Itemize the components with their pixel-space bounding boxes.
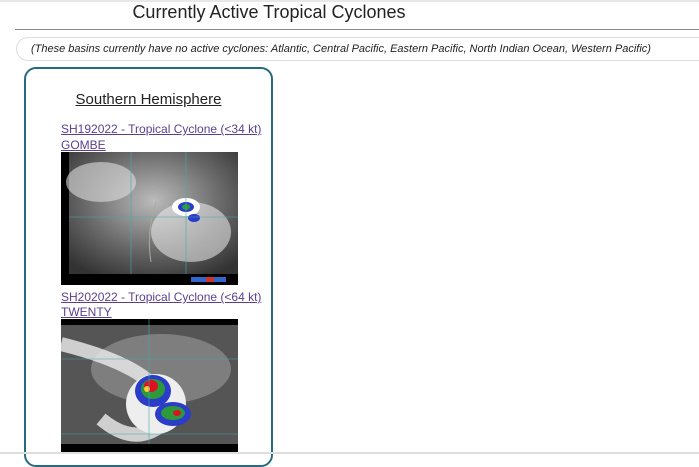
storm-satellite-image-twenty[interactable] xyxy=(59,319,238,452)
top-strip xyxy=(0,0,699,2)
basin-title: Southern Hemisphere xyxy=(75,91,222,108)
inactive-basins-notice: (These basins currently have no active c… xyxy=(16,37,699,61)
storm-link-sh192022[interactable]: SH192022 - Tropical Cyclone (<34 kt) xyxy=(61,122,262,136)
storm-name-link-twenty[interactable]: TWENTY xyxy=(61,305,112,319)
page-title: Currently Active Tropical Cyclones xyxy=(132,2,406,22)
title-divider xyxy=(15,29,699,30)
basin-card-southern-hemisphere: Southern Hemisphere SH192022 - Tropical … xyxy=(24,67,273,467)
bottom-edge xyxy=(0,452,699,454)
storm-name-link-gombe[interactable]: GOMBE xyxy=(61,138,106,152)
storm-link-sh202022[interactable]: SH202022 - Tropical Cyclone (<64 kt) xyxy=(61,290,262,304)
storm-satellite-image-gombe[interactable] xyxy=(61,152,238,285)
